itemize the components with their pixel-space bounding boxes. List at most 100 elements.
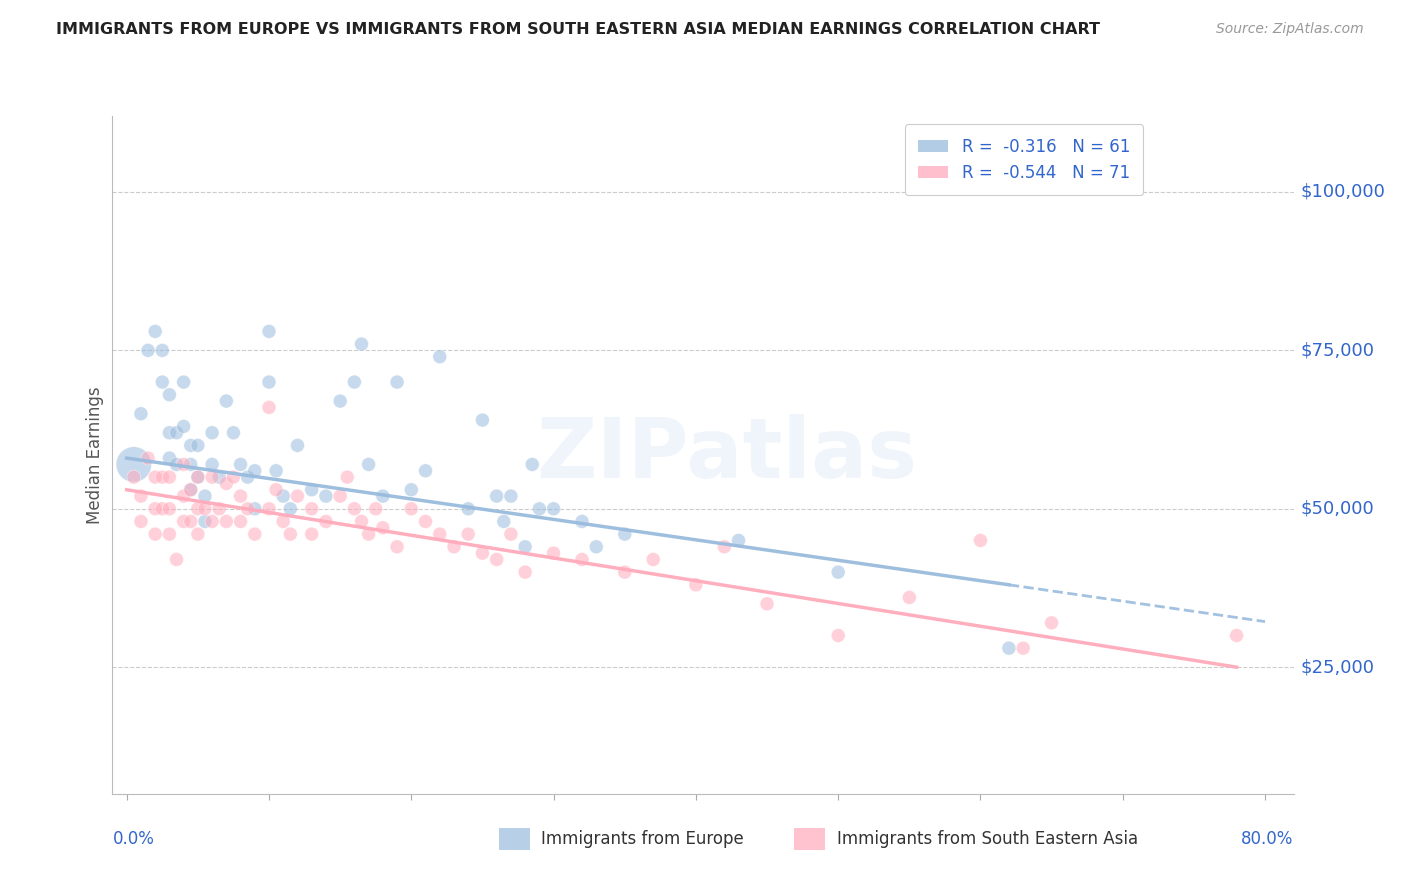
Y-axis label: Median Earnings: Median Earnings xyxy=(86,386,104,524)
Point xyxy=(385,375,408,389)
Point xyxy=(222,470,245,484)
Point xyxy=(756,597,779,611)
Point xyxy=(194,489,217,503)
Point xyxy=(180,483,202,497)
Point xyxy=(150,343,173,358)
Point xyxy=(222,425,245,440)
Point xyxy=(287,438,309,452)
Point xyxy=(485,552,508,566)
Point xyxy=(157,425,180,440)
Point xyxy=(257,375,280,389)
Point xyxy=(187,470,209,484)
Point xyxy=(301,501,323,516)
Point xyxy=(157,451,180,466)
Point xyxy=(166,425,188,440)
Point xyxy=(187,501,209,516)
Point xyxy=(201,458,224,472)
Point xyxy=(180,483,202,497)
Point xyxy=(173,489,195,503)
Text: Immigrants from Europe: Immigrants from Europe xyxy=(541,830,744,848)
Point xyxy=(401,501,423,516)
Point xyxy=(143,501,166,516)
Point xyxy=(122,458,145,472)
Point xyxy=(271,489,294,503)
Point xyxy=(143,470,166,484)
Point xyxy=(180,515,202,529)
Text: 0.0%: 0.0% xyxy=(112,830,155,847)
Point xyxy=(215,394,238,409)
Text: IMMIGRANTS FROM EUROPE VS IMMIGRANTS FROM SOUTH EASTERN ASIA MEDIAN EARNINGS COR: IMMIGRANTS FROM EUROPE VS IMMIGRANTS FRO… xyxy=(56,22,1101,37)
Point xyxy=(415,464,437,478)
Point xyxy=(229,489,252,503)
Point xyxy=(129,515,152,529)
Point xyxy=(143,527,166,541)
Point xyxy=(187,438,209,452)
Point xyxy=(201,515,224,529)
Point xyxy=(301,483,323,497)
Point xyxy=(471,413,494,427)
Point xyxy=(998,641,1021,656)
Point xyxy=(236,470,259,484)
Point xyxy=(385,540,408,554)
Point xyxy=(357,527,380,541)
Point xyxy=(129,489,152,503)
Point xyxy=(264,464,287,478)
Point xyxy=(485,489,508,503)
Text: $50,000: $50,000 xyxy=(1301,500,1374,517)
Point xyxy=(180,438,202,452)
Point xyxy=(492,515,515,529)
Point xyxy=(969,533,991,548)
Point xyxy=(257,401,280,415)
Point xyxy=(443,540,465,554)
Point xyxy=(529,501,551,516)
Point xyxy=(513,540,536,554)
Point xyxy=(471,546,494,560)
Point xyxy=(522,458,544,472)
Point xyxy=(415,515,437,529)
Point xyxy=(571,515,593,529)
Point xyxy=(208,501,231,516)
Point xyxy=(543,546,565,560)
Point xyxy=(364,501,387,516)
Point xyxy=(280,501,302,516)
Point xyxy=(336,470,359,484)
Text: $75,000: $75,000 xyxy=(1301,342,1375,359)
Point xyxy=(315,489,337,503)
Point xyxy=(166,458,188,472)
Point xyxy=(143,324,166,338)
Point xyxy=(173,419,195,434)
Point xyxy=(1012,641,1035,656)
Point xyxy=(257,324,280,338)
Point xyxy=(201,470,224,484)
Point xyxy=(208,470,231,484)
Point xyxy=(827,628,849,642)
Point xyxy=(685,578,707,592)
Point xyxy=(194,515,217,529)
Point xyxy=(243,527,266,541)
Point xyxy=(271,515,294,529)
Point xyxy=(264,483,287,497)
Point xyxy=(236,501,259,516)
Text: $100,000: $100,000 xyxy=(1301,183,1385,201)
Text: $25,000: $25,000 xyxy=(1301,658,1375,676)
Point xyxy=(301,527,323,541)
Point xyxy=(215,476,238,491)
Point xyxy=(173,375,195,389)
Point xyxy=(136,451,159,466)
Text: 80.0%: 80.0% xyxy=(1241,830,1294,847)
Point xyxy=(157,388,180,402)
Point xyxy=(257,501,280,516)
Legend: R =  -0.316   N = 61, R =  -0.544   N = 71: R = -0.316 N = 61, R = -0.544 N = 71 xyxy=(905,124,1143,195)
Point xyxy=(613,565,636,579)
Point xyxy=(457,501,479,516)
Point xyxy=(357,458,380,472)
Point xyxy=(827,565,849,579)
Point xyxy=(157,470,180,484)
Point xyxy=(543,501,565,516)
Point xyxy=(229,458,252,472)
Point xyxy=(287,489,309,503)
Point xyxy=(173,515,195,529)
Point xyxy=(243,501,266,516)
Text: Immigrants from South Eastern Asia: Immigrants from South Eastern Asia xyxy=(837,830,1137,848)
Point xyxy=(350,515,373,529)
